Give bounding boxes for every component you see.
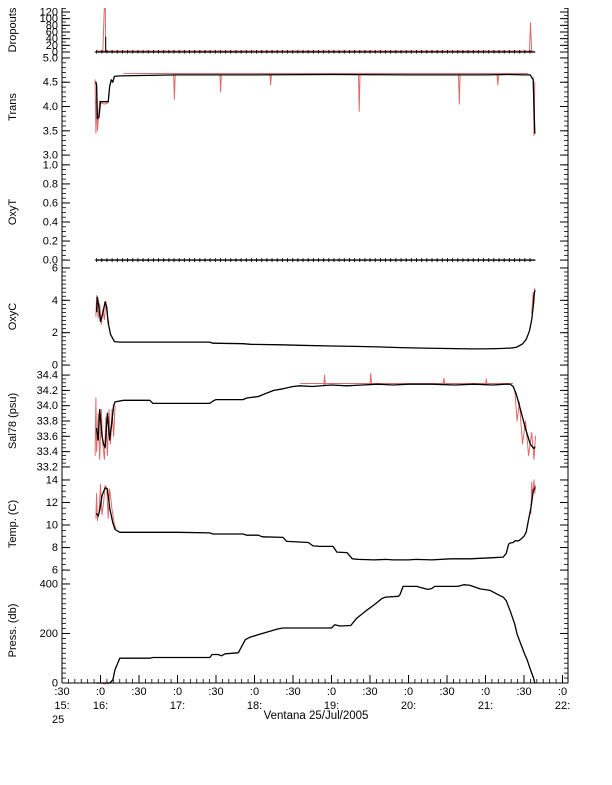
axis-title-oxyc: OxyC: [7, 303, 19, 331]
y-tick-label-sal78: 33.6: [37, 431, 58, 443]
x-hour-label: 21:: [478, 700, 493, 712]
y-tick-label-sal78: 33.2: [37, 461, 58, 473]
x-minute-label: :30: [362, 686, 377, 698]
x-minute-label: :30: [285, 686, 300, 698]
x-minute-label: :0: [173, 686, 182, 698]
axis-title-press: Press. (db): [7, 604, 19, 658]
y-tick-label-sal78: 33.4: [37, 446, 58, 458]
y-tick-label-dropouts: 0: [52, 47, 58, 59]
y-ticks-trans: 3.0 3.5 4.0 4.5 5.0: [43, 52, 568, 162]
x-hour-label: 17:: [170, 700, 185, 712]
y-tick-label-press: 400: [40, 578, 58, 590]
y-tick-label-trans: 4.0: [43, 101, 58, 113]
y-tick-label-sal78: 33.8: [37, 416, 58, 428]
y-ticks-press: 0 200 400: [40, 578, 568, 690]
y-ticks-sal78: 33.2 33.4 33.6 33.8 34.0 34.2 34.4: [37, 370, 568, 473]
axis-title-oxyt: OxyT: [7, 199, 19, 226]
x-hour-label: 15:: [54, 700, 69, 712]
panel-series-temp: [95, 479, 536, 561]
axis-title-trans: Trans: [7, 93, 19, 121]
panel-series-dropouts: [94, 8, 536, 54]
y-tick-label-dropouts: 120: [40, 7, 58, 19]
y-tick-label-temp: 12: [46, 497, 58, 509]
y-tick-label-temp: 10: [46, 520, 58, 532]
x-minute-label: :0: [404, 686, 413, 698]
x-day-label: 25: [52, 714, 64, 726]
panel-series-oxyc: [95, 287, 536, 350]
y-tick-label-sal78: 34.0: [37, 400, 58, 412]
y-tick-label-sal78: 34.4: [37, 370, 58, 382]
y-tick-label-trans: 4.5: [43, 77, 58, 89]
panel-series-sal78: [94, 373, 536, 460]
x-tick-labels: :30 :0 :30 :0 :30 :0 :30 :0 :30 :0 :30 :0 :30 :0 15: 16…: [52, 686, 570, 726]
x-minute-label: :30: [131, 686, 146, 698]
axis-title-temp: Temp. (C): [7, 500, 19, 548]
y-tick-label-trans: 5.0: [43, 52, 58, 64]
y-tick-label-press: 0: [52, 678, 58, 690]
x-minute-label: :30: [516, 686, 531, 698]
y-tick-label-oxyt: 1.0: [43, 159, 58, 171]
x-minute-label: :0: [250, 686, 259, 698]
x-hour-label: 16:: [93, 700, 108, 712]
x-minute-label: :0: [481, 686, 490, 698]
y-tick-label-temp: 14: [46, 474, 58, 486]
panel-series-press: [95, 584, 536, 685]
x-hour-label: 22:: [555, 700, 570, 712]
x-minute-label: :30: [208, 686, 223, 698]
y-tick-label-trans: 3.0: [43, 150, 58, 162]
y-tick-label-oxyc: 6: [52, 262, 58, 274]
y-tick-label-temp: 8: [52, 542, 58, 554]
x-hour-label: 19:: [324, 700, 339, 712]
y-tick-label-oxyt: 0.8: [43, 178, 58, 190]
x-ticks: [61, 675, 563, 683]
axis-title-sal78: Sal78 (psu): [7, 393, 19, 449]
y-tick-label-dropouts: 80: [46, 20, 58, 32]
y-tick-label-dropouts: 20: [46, 40, 58, 52]
y-tick-label-oxyc: 2: [52, 327, 58, 339]
panel-series-oxyt: [94, 258, 536, 263]
y-tick-label-dropouts: 100: [40, 13, 58, 25]
x-minute-label: :0: [96, 686, 105, 698]
y-tick-label-oxyt: 0.4: [43, 217, 58, 229]
x-minute-label: :0: [327, 686, 336, 698]
x-minute-label: :0: [558, 686, 567, 698]
x-hour-label: 20:: [401, 700, 416, 712]
y-tick-label-oxyc: 0: [52, 360, 58, 372]
panel-series-trans: [94, 73, 536, 137]
x-minute-label: :30: [439, 686, 454, 698]
y-tick-label-trans: 3.5: [43, 125, 58, 137]
x-hour-label: 18:: [247, 700, 262, 712]
y-tick-label-oxyc: 4: [52, 295, 58, 307]
y-ticks-oxyt: 0.0 0.2 0.4 0.6 0.8 1.0: [43, 159, 568, 267]
y-tick-label-sal78: 34.2: [37, 385, 58, 397]
y-tick-label-temp: 6: [52, 565, 58, 577]
y-ticks-oxyc: 0 2 4 6: [52, 262, 568, 372]
y-tick-label-oxyt: 0.0: [43, 255, 58, 267]
y-tick-label-oxyt: 0.6: [43, 197, 58, 209]
x-minute-label: :30: [54, 686, 69, 698]
y-tick-label-oxyt: 0.2: [43, 236, 58, 248]
y-tick-label-press: 200: [40, 628, 58, 640]
chart-title: Ventana 25/Jul/2005: [263, 710, 369, 722]
y-tick-label-dropouts: 60: [46, 27, 58, 39]
y-ticks-temp: 6 8 10 12 14: [46, 474, 568, 577]
axis-title-dropouts: Dropouts: [7, 7, 19, 52]
y-tick-label-dropouts: 40: [46, 33, 58, 45]
